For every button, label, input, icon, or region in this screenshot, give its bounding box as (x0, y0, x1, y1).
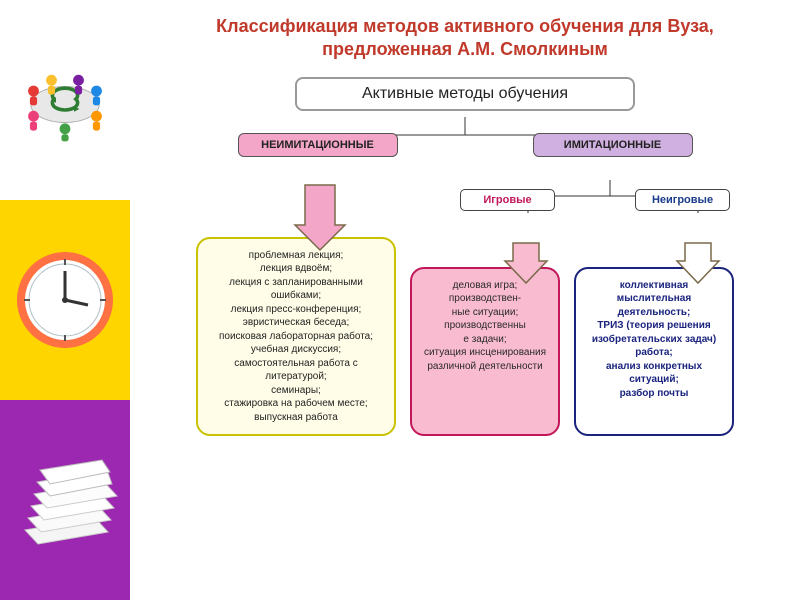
roundtable-icon (10, 55, 120, 145)
level2-row: НЕИМИТАЦИОННЫЕ ИМИТАЦИОННЫЕ (130, 133, 800, 157)
page-title: Классификация методов активного обучения… (130, 0, 800, 67)
sub-game: Игровые (460, 189, 555, 211)
sidebar-cell-2 (0, 200, 130, 400)
level3-row: Игровые Неигровые (390, 189, 800, 211)
category-imitation: ИМИТАЦИОННЫЕ (533, 133, 693, 157)
sidebar (0, 0, 130, 600)
clock-icon (10, 245, 120, 355)
column-non-imitation: проблемная лекция; лекция вдвоём; лекция… (196, 237, 396, 437)
column-game: деловая игра; производствен- ные ситуаци… (410, 267, 560, 437)
sub-non-game: Неигровые (635, 189, 730, 211)
paper-stack-icon (10, 440, 120, 560)
diagram-main: Классификация методов активного обучения… (130, 0, 800, 600)
sidebar-cell-1 (0, 0, 130, 200)
column-non-game: коллективная мыслительная деятельность; … (574, 267, 734, 437)
content-columns: проблемная лекция; лекция вдвоём; лекция… (130, 237, 800, 447)
category-non-imitation: НЕИМИТАЦИОННЫЕ (238, 133, 398, 157)
sidebar-cell-3 (0, 400, 130, 600)
root-box: Активные методы обучения (295, 77, 635, 111)
